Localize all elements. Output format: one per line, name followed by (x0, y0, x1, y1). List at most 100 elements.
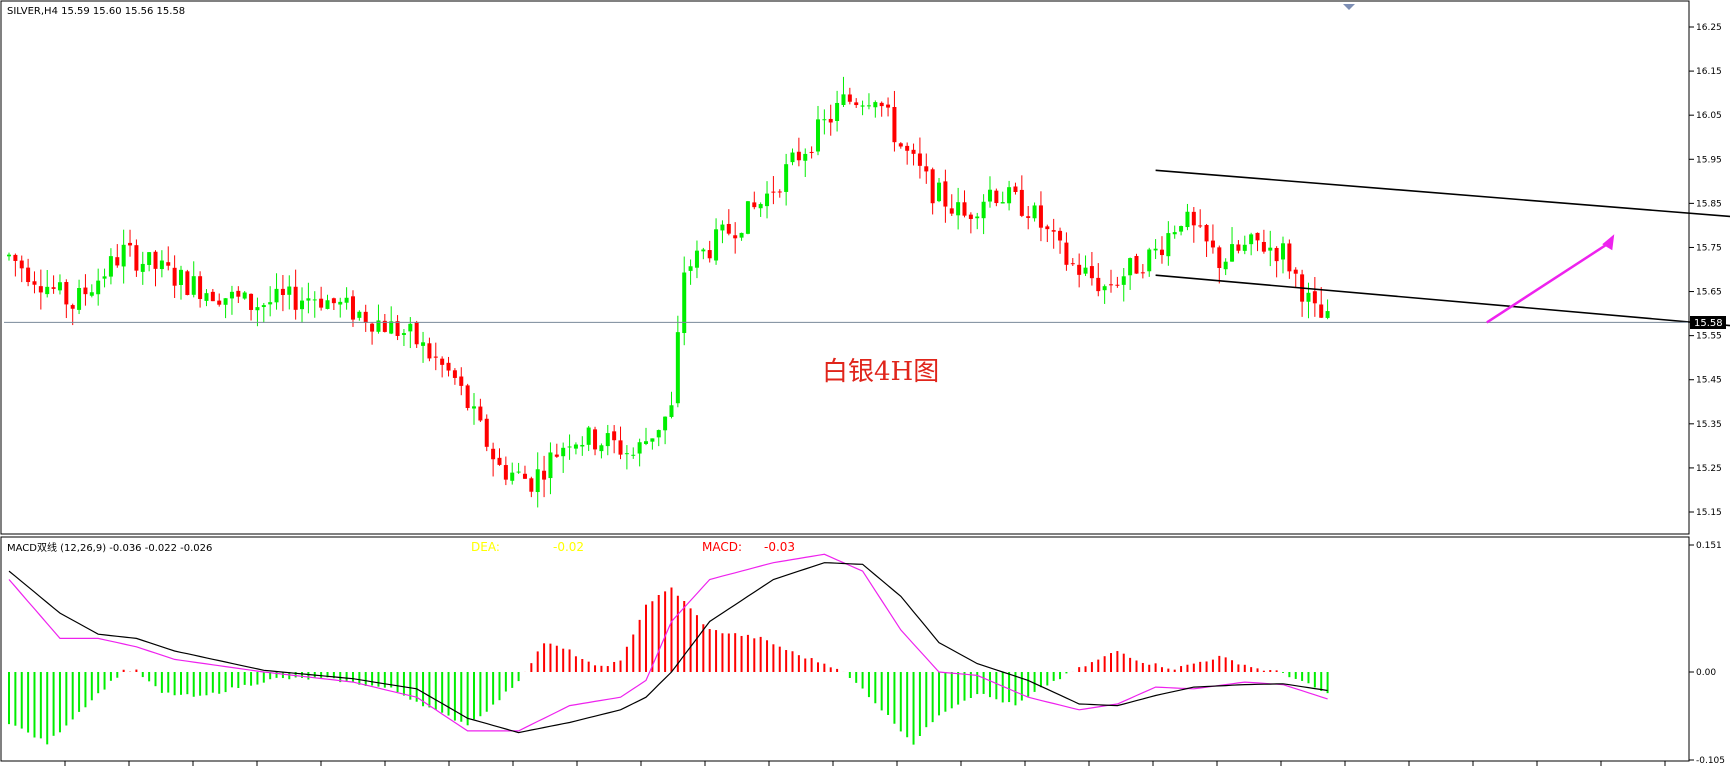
candle-body (663, 416, 668, 431)
candle-body (1019, 189, 1024, 216)
candle-body (554, 454, 559, 457)
macd-tick-label: 0.00 (1696, 668, 1716, 678)
candle-body (312, 299, 317, 301)
candle-body (344, 297, 349, 303)
candle-body (1185, 211, 1190, 228)
candle-body (1306, 292, 1311, 302)
candle-body (38, 286, 43, 293)
candle-body (1089, 266, 1094, 279)
price-tick-label: 16.05 (1696, 111, 1722, 121)
candle-body (968, 214, 973, 219)
candle-body (401, 333, 406, 335)
candle-body (484, 418, 489, 447)
candle-body (1045, 226, 1050, 230)
candle-body (421, 342, 426, 346)
candle-body (204, 293, 209, 301)
candle-body (261, 305, 266, 308)
candle-body (217, 300, 222, 305)
candle-body (1102, 286, 1107, 291)
candle-body (325, 300, 330, 309)
candle-body (452, 370, 457, 378)
candle-body (280, 288, 285, 295)
candle-body (83, 287, 88, 295)
candle-body (599, 445, 604, 452)
price-overlays (4, 169, 1730, 327)
candle-body (688, 266, 693, 271)
candle-body (1172, 232, 1177, 235)
candle-body (650, 438, 655, 442)
candle-body (338, 301, 343, 305)
candle-body (937, 182, 942, 202)
candle-body (370, 323, 375, 332)
candle-body (191, 276, 196, 295)
candle-body (1198, 225, 1203, 227)
candle-body (1140, 272, 1145, 274)
candle-body (898, 143, 903, 147)
candle-body (236, 290, 241, 297)
macd-panel (0, 536, 1690, 762)
candle-body (331, 298, 336, 304)
price-tick-label: 16.25 (1696, 23, 1722, 33)
candle-body (828, 118, 833, 123)
candle-body (223, 298, 228, 305)
candle-body (841, 94, 846, 105)
candle-body (1121, 276, 1126, 285)
candle-body (739, 232, 744, 238)
candle-body (1242, 244, 1247, 251)
candle-body (1249, 234, 1254, 245)
candle-body (1179, 226, 1184, 232)
channel-upper-line (1155, 169, 1730, 218)
candle-body (1070, 263, 1075, 265)
candle-body (134, 245, 139, 271)
price-axis: 16.25 16.15 16.05 15.95 15.85 15.75 15.65 15.55… (1689, 23, 1722, 518)
candle-body (535, 469, 540, 493)
candle-body (478, 406, 483, 421)
candle-body (306, 298, 311, 301)
last-price-label: 15.58 (1694, 318, 1723, 329)
candle-body (1312, 291, 1317, 304)
candle-body (796, 151, 801, 161)
candle-body (1077, 264, 1082, 275)
candle-body (242, 292, 247, 299)
candle-body (516, 471, 521, 473)
macd-tick-label: -0.105 (1696, 756, 1725, 766)
price-tick-label: 15.65 (1696, 288, 1722, 298)
candle-body (115, 257, 120, 266)
candle-body (815, 119, 820, 152)
candle-body (178, 269, 183, 285)
chart-shift-icon[interactable] (1343, 4, 1355, 10)
candle-body (1115, 284, 1120, 286)
candle-body (274, 288, 279, 303)
candle-body (459, 376, 464, 386)
candle-body (758, 204, 763, 209)
candle-body (726, 223, 731, 234)
candle-body (1287, 243, 1292, 272)
candle-body (427, 343, 432, 359)
candle-body (981, 201, 986, 219)
price-tick-label: 15.35 (1696, 420, 1722, 430)
price-tick-label: 15.55 (1696, 332, 1722, 342)
candle-body (32, 281, 37, 285)
candle-body (873, 102, 878, 108)
candle-body (159, 260, 164, 270)
candle-body (96, 280, 101, 295)
candle-body (1166, 233, 1171, 257)
candle-body (771, 191, 776, 193)
candle-body (522, 473, 527, 479)
candle-body (121, 244, 126, 267)
macd-tick-label: 0.151 (1696, 541, 1722, 551)
candle-body (1210, 240, 1215, 248)
macd-axis: 0.151 0.00 -0.105 (1689, 541, 1725, 766)
candle-body (7, 254, 11, 257)
candle-body (172, 267, 177, 286)
candle-body (911, 149, 916, 154)
candle-body (1147, 249, 1152, 272)
candle-body (1064, 242, 1069, 265)
dea-value: -0.02 (553, 540, 584, 554)
candle-body (593, 429, 598, 450)
candle-body (949, 208, 954, 214)
candle-body (618, 440, 623, 455)
candle-body (319, 298, 324, 308)
candle-body (51, 287, 56, 289)
candle-body (89, 292, 94, 296)
